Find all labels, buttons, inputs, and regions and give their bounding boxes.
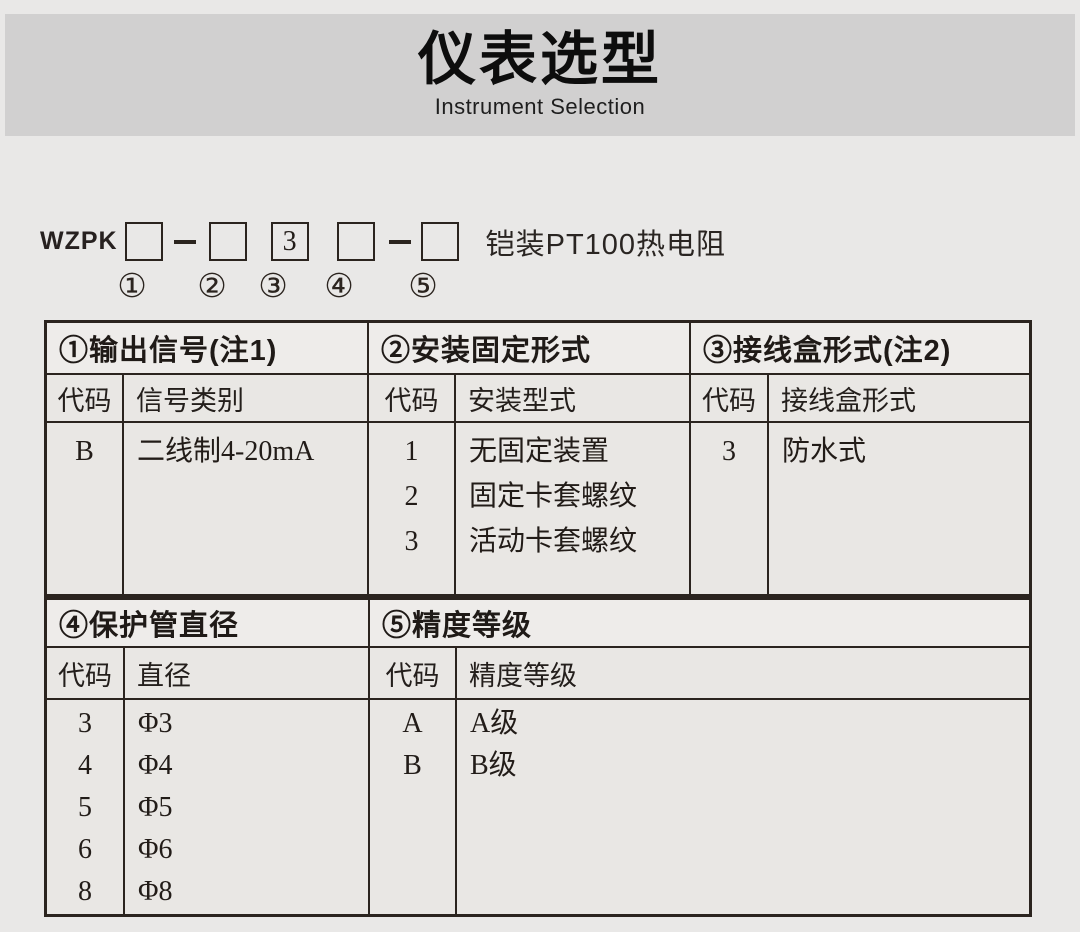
code-value: 4 (78, 750, 92, 781)
page-subtitle: Instrument Selection (434, 94, 646, 120)
code-value: A (402, 708, 423, 739)
code-value: B (75, 436, 94, 467)
model-slot-2 (208, 222, 247, 261)
col-header-diameter: 直径 (125, 648, 368, 698)
desc-value: Φ3 (138, 708, 173, 739)
desc-value: B级 (470, 750, 517, 781)
model-slot-3: 3 (270, 222, 309, 261)
code-value: B (403, 750, 422, 781)
desc-value: 防水式 (782, 436, 867, 467)
code-value: 3 (78, 708, 92, 739)
desc-value: A级 (470, 708, 519, 739)
col-header-code-5: 代码 (370, 648, 455, 698)
desc-value: 活动卡套螺纹 (469, 526, 638, 557)
diameter-descs: Φ3 Φ4 Φ5 Φ6 Φ8 (125, 700, 368, 914)
position-marker-2-icon: ② (197, 269, 227, 305)
position-marker-3-icon: ③ (258, 269, 288, 305)
page-title: 仪表选型 (417, 26, 662, 92)
col-header-code-2: 代码 (369, 375, 454, 421)
col-header-mounting-type: 安装型式 (456, 375, 689, 421)
selection-table-upper: ①输出信号(注1) ②安装固定形式 ③接线盒形式(注2) 代码 信号类别 代码 … (44, 320, 1032, 597)
code-value: 3 (404, 526, 419, 557)
code-value: 8 (78, 876, 92, 907)
desc-value: 二线制4-20mA (137, 436, 315, 467)
desc-value: Φ4 (138, 750, 173, 781)
code-value: 6 (78, 834, 92, 865)
desc-value: Φ6 (138, 834, 173, 865)
output-signal-codes: B (47, 423, 122, 594)
dash-separator-2 (388, 239, 411, 244)
position-marker-5-icon: ⑤ (408, 269, 438, 305)
col-header-code-1: 代码 (47, 375, 122, 421)
desc-value: 固定卡套螺纹 (469, 481, 638, 512)
position-marker-1-icon: ① (117, 269, 147, 305)
section-header-output-signal: ①输出信号(注1) (47, 323, 367, 373)
code-value: 5 (78, 792, 92, 823)
col-header-junction-box-type: 接线盒形式 (769, 375, 1029, 421)
output-signal-descs: 二线制4-20mA (124, 423, 367, 594)
desc-value: Φ8 (138, 876, 173, 907)
code-value: 2 (404, 481, 419, 512)
model-slot-5 (420, 222, 459, 261)
mounting-descs: 无固定装置 固定卡套螺纹 活动卡套螺纹 (456, 423, 689, 594)
desc-value: Φ5 (138, 792, 173, 823)
diameter-codes: 3 4 5 6 8 (47, 700, 123, 914)
section-header-sheath-diameter: ④保护管直径 (47, 600, 368, 646)
model-code: WZPK 3 铠装PT100热电阻 (40, 221, 726, 262)
section-header-junction-box: ③接线盒形式(注2) (691, 323, 1029, 373)
col-header-code-4: 代码 (47, 648, 123, 698)
selection-table-lower: ④保护管直径 ⑤精度等级 代码 直径 代码 精度等级 3 4 5 6 8 Φ3 … (44, 597, 1032, 917)
code-value: 3 (722, 436, 736, 467)
col-header-signal-type: 信号类别 (124, 375, 367, 421)
model-slot-4 (336, 222, 375, 261)
page-banner: 仪表选型 Instrument Selection (5, 14, 1075, 136)
model-slot-1 (124, 222, 163, 261)
model-suffix-label: 铠装PT100热电阻 (485, 228, 727, 261)
junction-box-codes: 3 (691, 423, 767, 594)
desc-value: 无固定装置 (469, 436, 610, 467)
junction-box-descs: 防水式 (769, 423, 1029, 594)
accuracy-descs: A级 B级 (457, 700, 1029, 914)
section-header-mounting: ②安装固定形式 (369, 323, 689, 373)
mounting-codes: 1 2 3 (369, 423, 454, 594)
position-marker-4-icon: ④ (324, 269, 354, 305)
accuracy-codes: A B (370, 700, 455, 914)
section-header-accuracy-class: ⑤精度等级 (370, 600, 1029, 646)
col-header-code-3: 代码 (691, 375, 767, 421)
dash-separator-1 (173, 239, 196, 244)
code-value: 1 (404, 436, 419, 467)
model-prefix: WZPK (40, 227, 118, 255)
col-header-accuracy: 精度等级 (457, 648, 1029, 698)
